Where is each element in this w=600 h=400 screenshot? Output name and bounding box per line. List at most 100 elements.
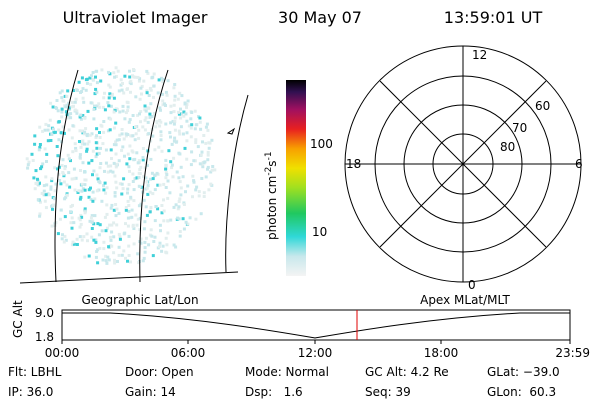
pixel [146, 120, 150, 124]
pixel [105, 203, 109, 207]
pixel [172, 156, 176, 160]
pixel [54, 221, 58, 225]
pixel [150, 115, 154, 118]
pixel [127, 165, 131, 169]
pixel [141, 259, 145, 263]
pixel [179, 112, 183, 115]
pixel [130, 215, 134, 219]
pixel [113, 258, 116, 262]
pixel [83, 116, 87, 120]
pixel [126, 191, 129, 195]
pixel [91, 190, 95, 194]
timeline-ytick: 1.8 [35, 330, 54, 344]
pixel [34, 169, 38, 173]
pixel [131, 172, 135, 176]
pixel [200, 162, 204, 166]
pixel [201, 140, 204, 144]
pixel [96, 248, 100, 252]
pixel [81, 114, 85, 117]
pixel [110, 94, 114, 98]
pixel [194, 188, 198, 192]
pixel [80, 238, 84, 242]
pixel [27, 160, 31, 164]
pixel [79, 195, 83, 199]
pixel [49, 187, 53, 191]
pixel [64, 238, 68, 242]
pixel [95, 250, 99, 253]
pixel [85, 232, 89, 236]
pixel [91, 173, 94, 177]
pixel [127, 209, 131, 213]
pixel [114, 165, 118, 169]
pixel [36, 177, 39, 181]
pixel [172, 205, 176, 209]
pixel [112, 221, 116, 225]
pixel [39, 167, 43, 171]
pixel [143, 246, 147, 250]
status-field: Seq: 39 [365, 385, 411, 399]
pixel [139, 237, 143, 241]
pixel [84, 88, 88, 92]
pixel [95, 152, 99, 156]
pixel [69, 221, 73, 225]
pixel [194, 141, 198, 144]
pixel [139, 120, 142, 124]
pixel [153, 113, 157, 117]
timeline-xtick: 06:00 [171, 346, 206, 360]
pixel [63, 215, 67, 219]
pixel [138, 97, 142, 101]
unit-part: s [265, 160, 279, 166]
pixel [117, 232, 121, 236]
pixel [69, 210, 72, 214]
status-field: IP: 36.0 [8, 385, 53, 399]
pixel [173, 128, 177, 132]
pixel [124, 208, 128, 212]
pixel [179, 107, 182, 111]
pixel [109, 169, 113, 173]
pixel [92, 222, 96, 226]
pixel [157, 78, 161, 82]
pixel [42, 193, 46, 197]
pixel [160, 211, 164, 215]
pixel [77, 80, 81, 84]
pixel [94, 141, 98, 145]
pixel [161, 80, 165, 84]
pixel [86, 142, 90, 146]
pixel [153, 148, 157, 152]
pixel [183, 102, 187, 106]
pixel [65, 193, 69, 197]
pixel [73, 142, 77, 146]
pixel [60, 96, 64, 100]
pixel [88, 219, 92, 223]
unit-part: -2 [264, 167, 274, 176]
pixel [79, 169, 82, 172]
time: 13:59:01 UT [444, 8, 543, 27]
pixel [158, 223, 162, 227]
pixel [98, 131, 101, 134]
pixel [206, 158, 210, 162]
pixel [149, 102, 153, 106]
pixel [41, 162, 45, 166]
colorbar [286, 80, 306, 276]
pixel [140, 185, 144, 189]
pixel [190, 111, 194, 114]
pixel [58, 217, 62, 221]
pixel [38, 212, 42, 216]
pixel [154, 205, 158, 208]
pixel [94, 75, 97, 79]
pixel [56, 154, 60, 158]
pixel [86, 109, 90, 113]
pixel [95, 134, 99, 138]
pixel [98, 223, 102, 227]
pixel [161, 77, 165, 81]
pixel [82, 235, 86, 239]
pixel [114, 66, 118, 70]
pixel [72, 177, 76, 181]
pixel [195, 185, 199, 189]
pixel [31, 159, 35, 162]
pixel [182, 201, 186, 205]
pixel [177, 129, 181, 133]
pixel [45, 160, 48, 163]
pixel [70, 136, 74, 140]
pixel [103, 91, 106, 95]
